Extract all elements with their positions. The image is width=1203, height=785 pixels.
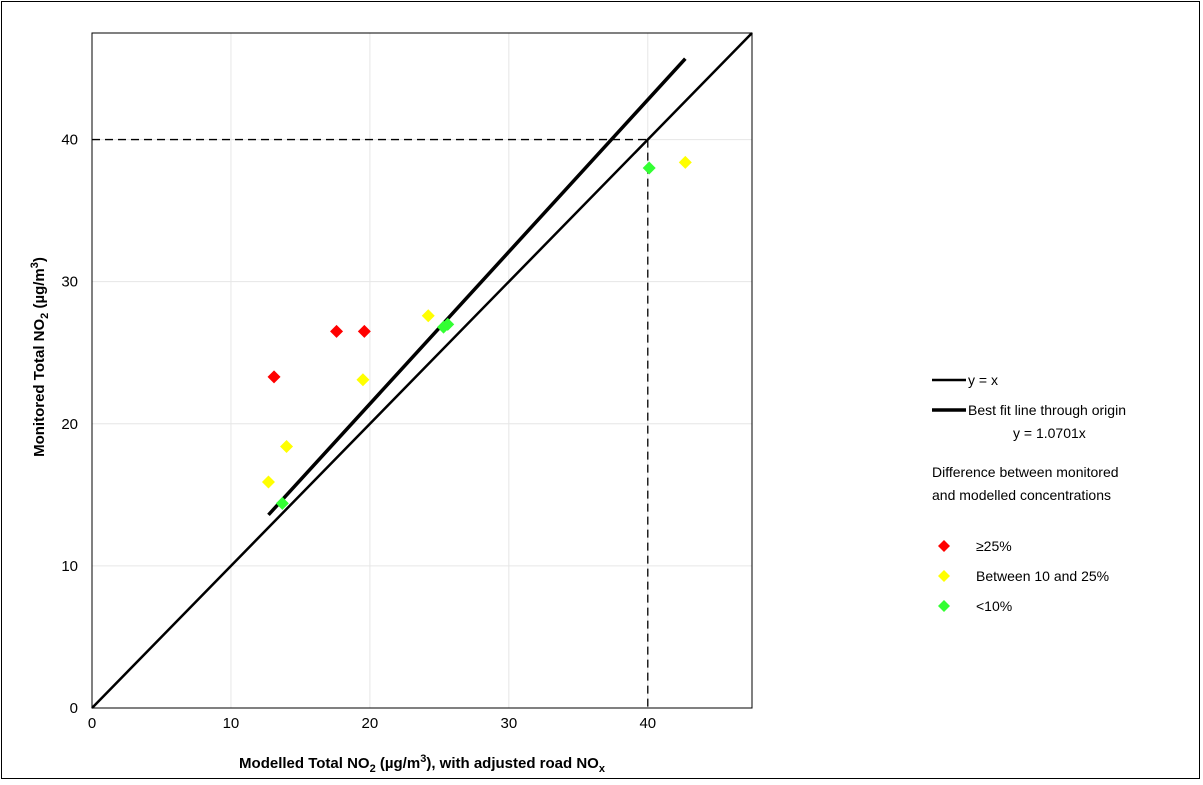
legend-label-best-fit-equation: y = 1.0701x [1013,425,1086,441]
y-axis-title-sup: 3 [29,262,41,268]
x-tick-label: 20 [362,715,379,732]
threshold-lines [92,138,649,708]
point-green [441,317,455,331]
point-green [275,496,289,510]
y-tick-label: 40 [61,132,78,149]
y-tick-label: 20 [61,416,78,433]
x-axis-title-sub1: 2 [370,763,376,775]
x-tick-label: 30 [500,715,517,732]
point-red [330,324,344,338]
legend-label-yellow: Between 10 and 25% [976,568,1109,584]
x-tick-label: 10 [223,715,240,732]
x-tick-label: 40 [639,715,656,732]
point-yellow [678,155,692,169]
plot-area [91,32,753,709]
legend-label-yx: y = x [968,372,998,388]
point-red [267,370,281,384]
y-tick-label: 10 [61,558,78,575]
x-tick-label: 0 [88,715,96,732]
x-axis-title-mid: (µg/m [376,755,420,772]
legend-label-red: ≥25% [976,538,1012,554]
fit-lines [91,32,753,709]
line-y-equals-x [91,32,753,709]
point-red [357,324,371,338]
x-axis-title-mid2: ), with adjusted road NO [426,755,599,772]
line-best-fit [267,57,687,517]
y-axis-title-prefix: Monitored Total NO [31,319,48,457]
legend-heading-line1: Difference between monitored [932,464,1119,480]
y-axis-title-mid: (µg/m [31,268,48,312]
y-tick-label: 0 [70,700,78,717]
legend-marker-yellow [938,570,950,582]
x-axis-title-prefix: Modelled Total NO [239,755,370,772]
legend-label-green: <10% [976,598,1012,614]
point-yellow [280,440,294,454]
legend-marker-red [938,540,950,552]
point-green [642,161,656,175]
x-axis-title-sup: 3 [420,753,426,765]
x-axis-title: Modelled Total NO2 (µg/m3), with adjuste… [239,753,606,775]
y-tick-labels: 0 10 20 30 40 [61,132,78,717]
point-yellow [261,475,275,489]
x-tick-labels: 0 10 20 30 40 [88,715,656,732]
y-axis-title: Monitored Total NO2 (µg/m3) [29,257,51,457]
legend: y = x Best fit line through origin y = 1… [932,372,1126,614]
x-axis-title-sub2: x [599,763,606,775]
legend-marker-green [938,600,950,612]
data-points [261,155,692,510]
y-axis-title-sub1: 2 [39,313,51,319]
legend-label-best-fit: Best fit line through origin [968,402,1126,418]
y-tick-label: 30 [61,274,78,291]
legend-heading-line2: and modelled concentrations [932,487,1111,503]
point-yellow [421,309,435,323]
point-yellow [356,373,370,387]
y-axis-title-end: ) [31,257,48,262]
